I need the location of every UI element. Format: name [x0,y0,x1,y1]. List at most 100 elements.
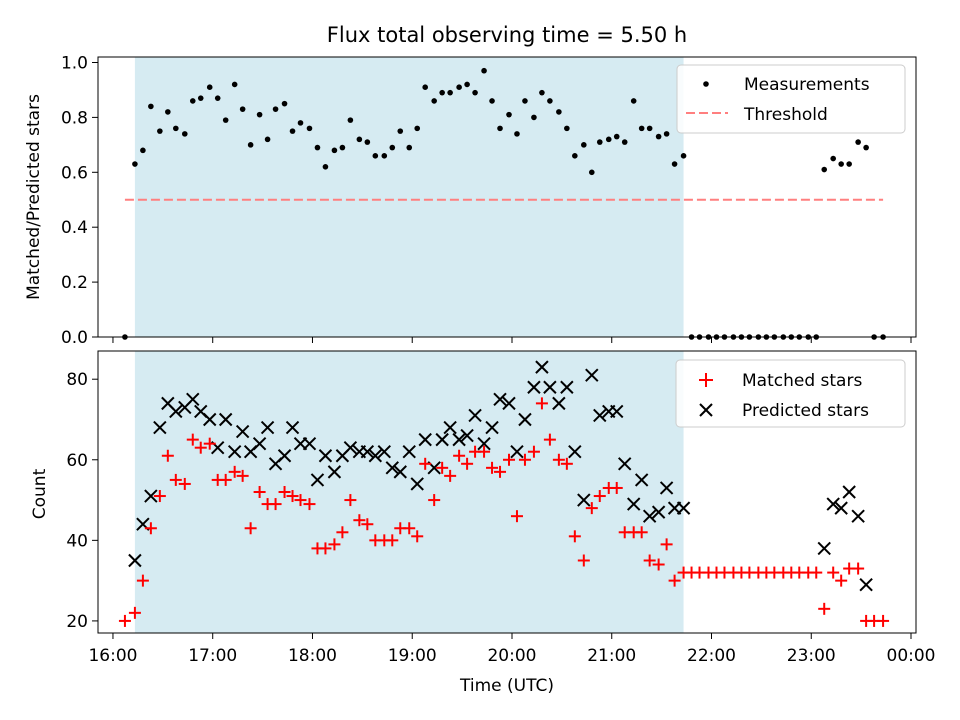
matched-star-point [585,502,598,515]
time-x-tick-label: 00:00 [887,646,936,666]
measurement-point [148,103,154,110]
predicted-star-point [593,408,607,423]
predicted-star-point [859,577,873,592]
matched-star-point [527,445,540,458]
matched-star-point [336,526,349,539]
count-panel: 20 40 60 80 16:00 17:00 18:00 19:00 20:00 21:00 2… [30,350,936,696]
measurement-point [173,125,179,132]
matched-star-point [535,397,548,410]
measurement-point [132,161,138,167]
measurement-point [497,125,503,132]
measurement-point [621,139,628,145]
measurement-point [472,89,478,96]
predicted-star-point [368,449,383,463]
measurement-point [157,128,163,134]
predicted-star-point [277,449,292,463]
measurement-point [646,125,653,132]
predicted-star-point [585,368,599,382]
matched-star-point [818,602,831,615]
measurement-point [539,89,545,96]
count-y-tick-label: 80 [66,370,88,390]
matched-star-point [294,494,307,507]
legend-measurements-label: Measurements [744,75,870,95]
ratio-legend-box [676,64,906,134]
measurement-point [447,89,453,96]
measurement-point [572,153,578,159]
measurement-point [838,161,844,167]
predicted-star-point [468,408,482,423]
count-y-tick-label: 20 [66,612,88,632]
predicted-star-point [318,449,333,463]
matched-star-point [419,457,432,470]
predicted-star-point [642,509,657,523]
measurement-points [122,67,886,340]
predicted-star-point [452,432,466,447]
matched-star-point [668,574,681,587]
predicted-star-point [460,428,474,443]
matched-star-point [660,538,673,551]
predicted-star-point [826,497,840,511]
measurement-point [397,128,404,134]
predicted-star-point [235,424,250,439]
measurement-point [414,125,421,132]
matched-star-point [543,433,556,446]
predicted-star-point [402,445,416,459]
predicted-star-point [144,489,158,503]
predicted-star-point [651,505,666,519]
ratio-legend: Measurements Threshold [676,64,906,134]
count-legend-box [675,359,906,428]
matched-star-point [219,473,232,486]
matched-star-point [411,530,424,543]
measurement-point [830,155,837,162]
observing-window-shade-bottom [134,351,684,633]
measurement-point [222,117,229,123]
ratio-y-tick-label: 0.6 [61,163,88,183]
measurement-point [364,139,371,145]
measurement-point [272,106,279,112]
predicted-star-point [260,420,275,435]
predicted-star-point [817,541,831,556]
predicted-star-point [435,432,449,447]
predicted-star-point [626,497,641,511]
count-y-tick-label: 60 [66,451,88,471]
matched-star-point [194,441,207,454]
predicted-star-point [203,412,217,427]
measurement-point [189,98,196,104]
predicted-star-point [410,477,424,491]
measurement-point [489,98,495,104]
measurement-point [655,133,662,140]
matched-star-point [560,457,573,470]
matched-star-point [436,461,449,474]
measurement-point [306,125,313,132]
time-x-tick-label: 18:00 [288,646,337,666]
predicted-star-point [169,404,183,419]
matched-star-point [278,486,291,498]
predicted-star-point [527,380,541,394]
measurement-point [431,98,437,104]
measurement-point [630,98,637,104]
predicted-star-point [851,509,865,523]
measurement-point [239,106,246,112]
predicted-star-point [252,436,267,451]
measurement-point [372,153,379,159]
predicted-star-point [377,445,392,459]
predicted-star-point [577,493,591,507]
predicted-star-point [360,445,375,459]
time-x-tick-label: 21:00 [587,646,636,666]
ratio-y-axis-label: Matched/Predicted stars [24,94,44,300]
predicted-star-point [477,436,491,451]
matched-star-point [319,542,332,555]
time-x-tick-label: 22:00 [687,646,736,666]
predicted-star-point [610,404,624,419]
matched-star-point [444,469,457,482]
predicted-star-point [552,396,566,411]
matched-star-point [502,453,515,466]
measurement-point [439,89,445,96]
matched-star-point [635,526,648,539]
matched-star-point [577,554,590,567]
measurement-point [514,131,520,137]
measurement-point [605,136,612,143]
measurement-point [556,109,562,115]
measurement-point [289,128,296,134]
